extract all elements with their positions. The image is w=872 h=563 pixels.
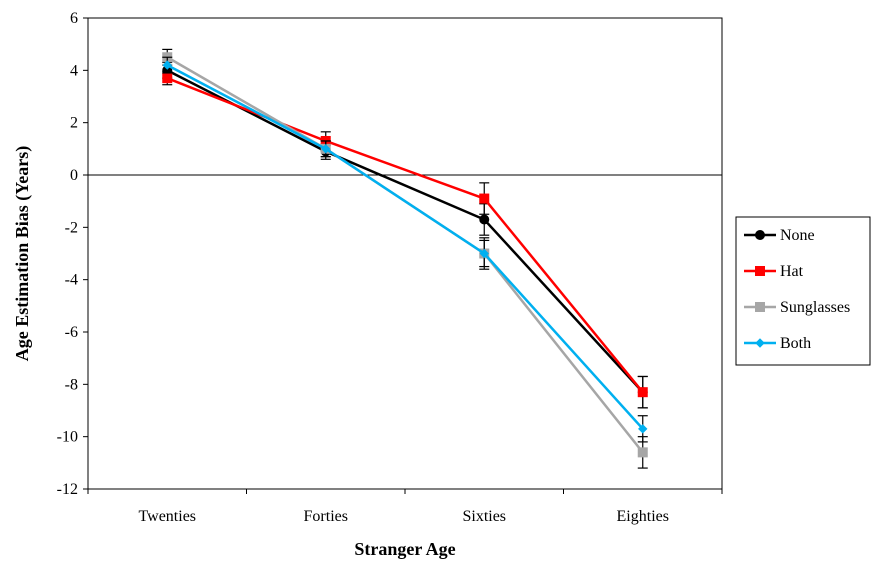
legend-marker: [755, 230, 765, 240]
legend-entry-none: None: [744, 227, 815, 244]
x-tick-label: Eighties: [617, 508, 669, 525]
y-tick-label: -2: [65, 219, 78, 236]
data-point: [638, 424, 648, 434]
series-line: [166, 69, 644, 394]
data-point: [321, 144, 331, 154]
data-point: [162, 60, 172, 70]
series-none: [162, 61, 648, 409]
y-tick-label: 0: [70, 167, 78, 184]
y-tick-label: -4: [65, 272, 78, 289]
series-line: [166, 63, 644, 430]
y-tick-label: -6: [65, 324, 78, 341]
legend-entry-sunglasses: Sunglasses: [744, 299, 850, 316]
y-axis-ticks: 6 4 2 0 -2 -4 -6 -8 -10 -12: [57, 10, 88, 498]
plot-area-frame: [87, 17, 723, 490]
x-tick-label: Sixties: [462, 508, 506, 525]
series-group: [162, 48, 648, 469]
y-axis-title: Age Estimation Bias (Years): [12, 146, 33, 361]
series-hat: [162, 71, 648, 409]
y-tick-label: 6: [70, 10, 78, 27]
legend-marker: [755, 302, 765, 312]
data-point: [479, 193, 490, 204]
legend-label: Both: [780, 335, 811, 352]
data-point: [637, 387, 648, 398]
data-point: [479, 214, 490, 225]
series-both: [162, 56, 648, 443]
legend-marker: [755, 266, 765, 276]
y-tick-label: -12: [57, 481, 78, 498]
series-sunglasses: [162, 48, 648, 469]
y-tick-label: 4: [70, 62, 78, 79]
legend-label: None: [780, 227, 815, 244]
legend: None Hat Sunglasses Both: [735, 216, 871, 366]
legend-entry-hat: Hat: [744, 263, 804, 280]
legend-entry-both: Both: [744, 335, 811, 352]
x-tick-label: Forties: [304, 508, 348, 525]
legend-label: Sunglasses: [780, 299, 850, 316]
y-tick-label: -8: [65, 376, 78, 393]
series-line: [166, 77, 644, 393]
x-tick-label: Twenties: [138, 508, 196, 525]
data-point: [479, 248, 489, 259]
x-axis-title: Stranger Age: [354, 539, 455, 559]
axes: [87, 17, 723, 490]
y-tick-label: 2: [70, 115, 78, 132]
legend-label: Hat: [780, 263, 804, 280]
y-tick-label: -10: [57, 429, 78, 446]
data-point: [637, 447, 648, 458]
legend-marker: [755, 338, 765, 348]
series-line: [166, 56, 644, 454]
data-point: [162, 73, 173, 84]
x-axis-ticks: Twenties Forties Sixties Eighties: [87, 489, 723, 525]
